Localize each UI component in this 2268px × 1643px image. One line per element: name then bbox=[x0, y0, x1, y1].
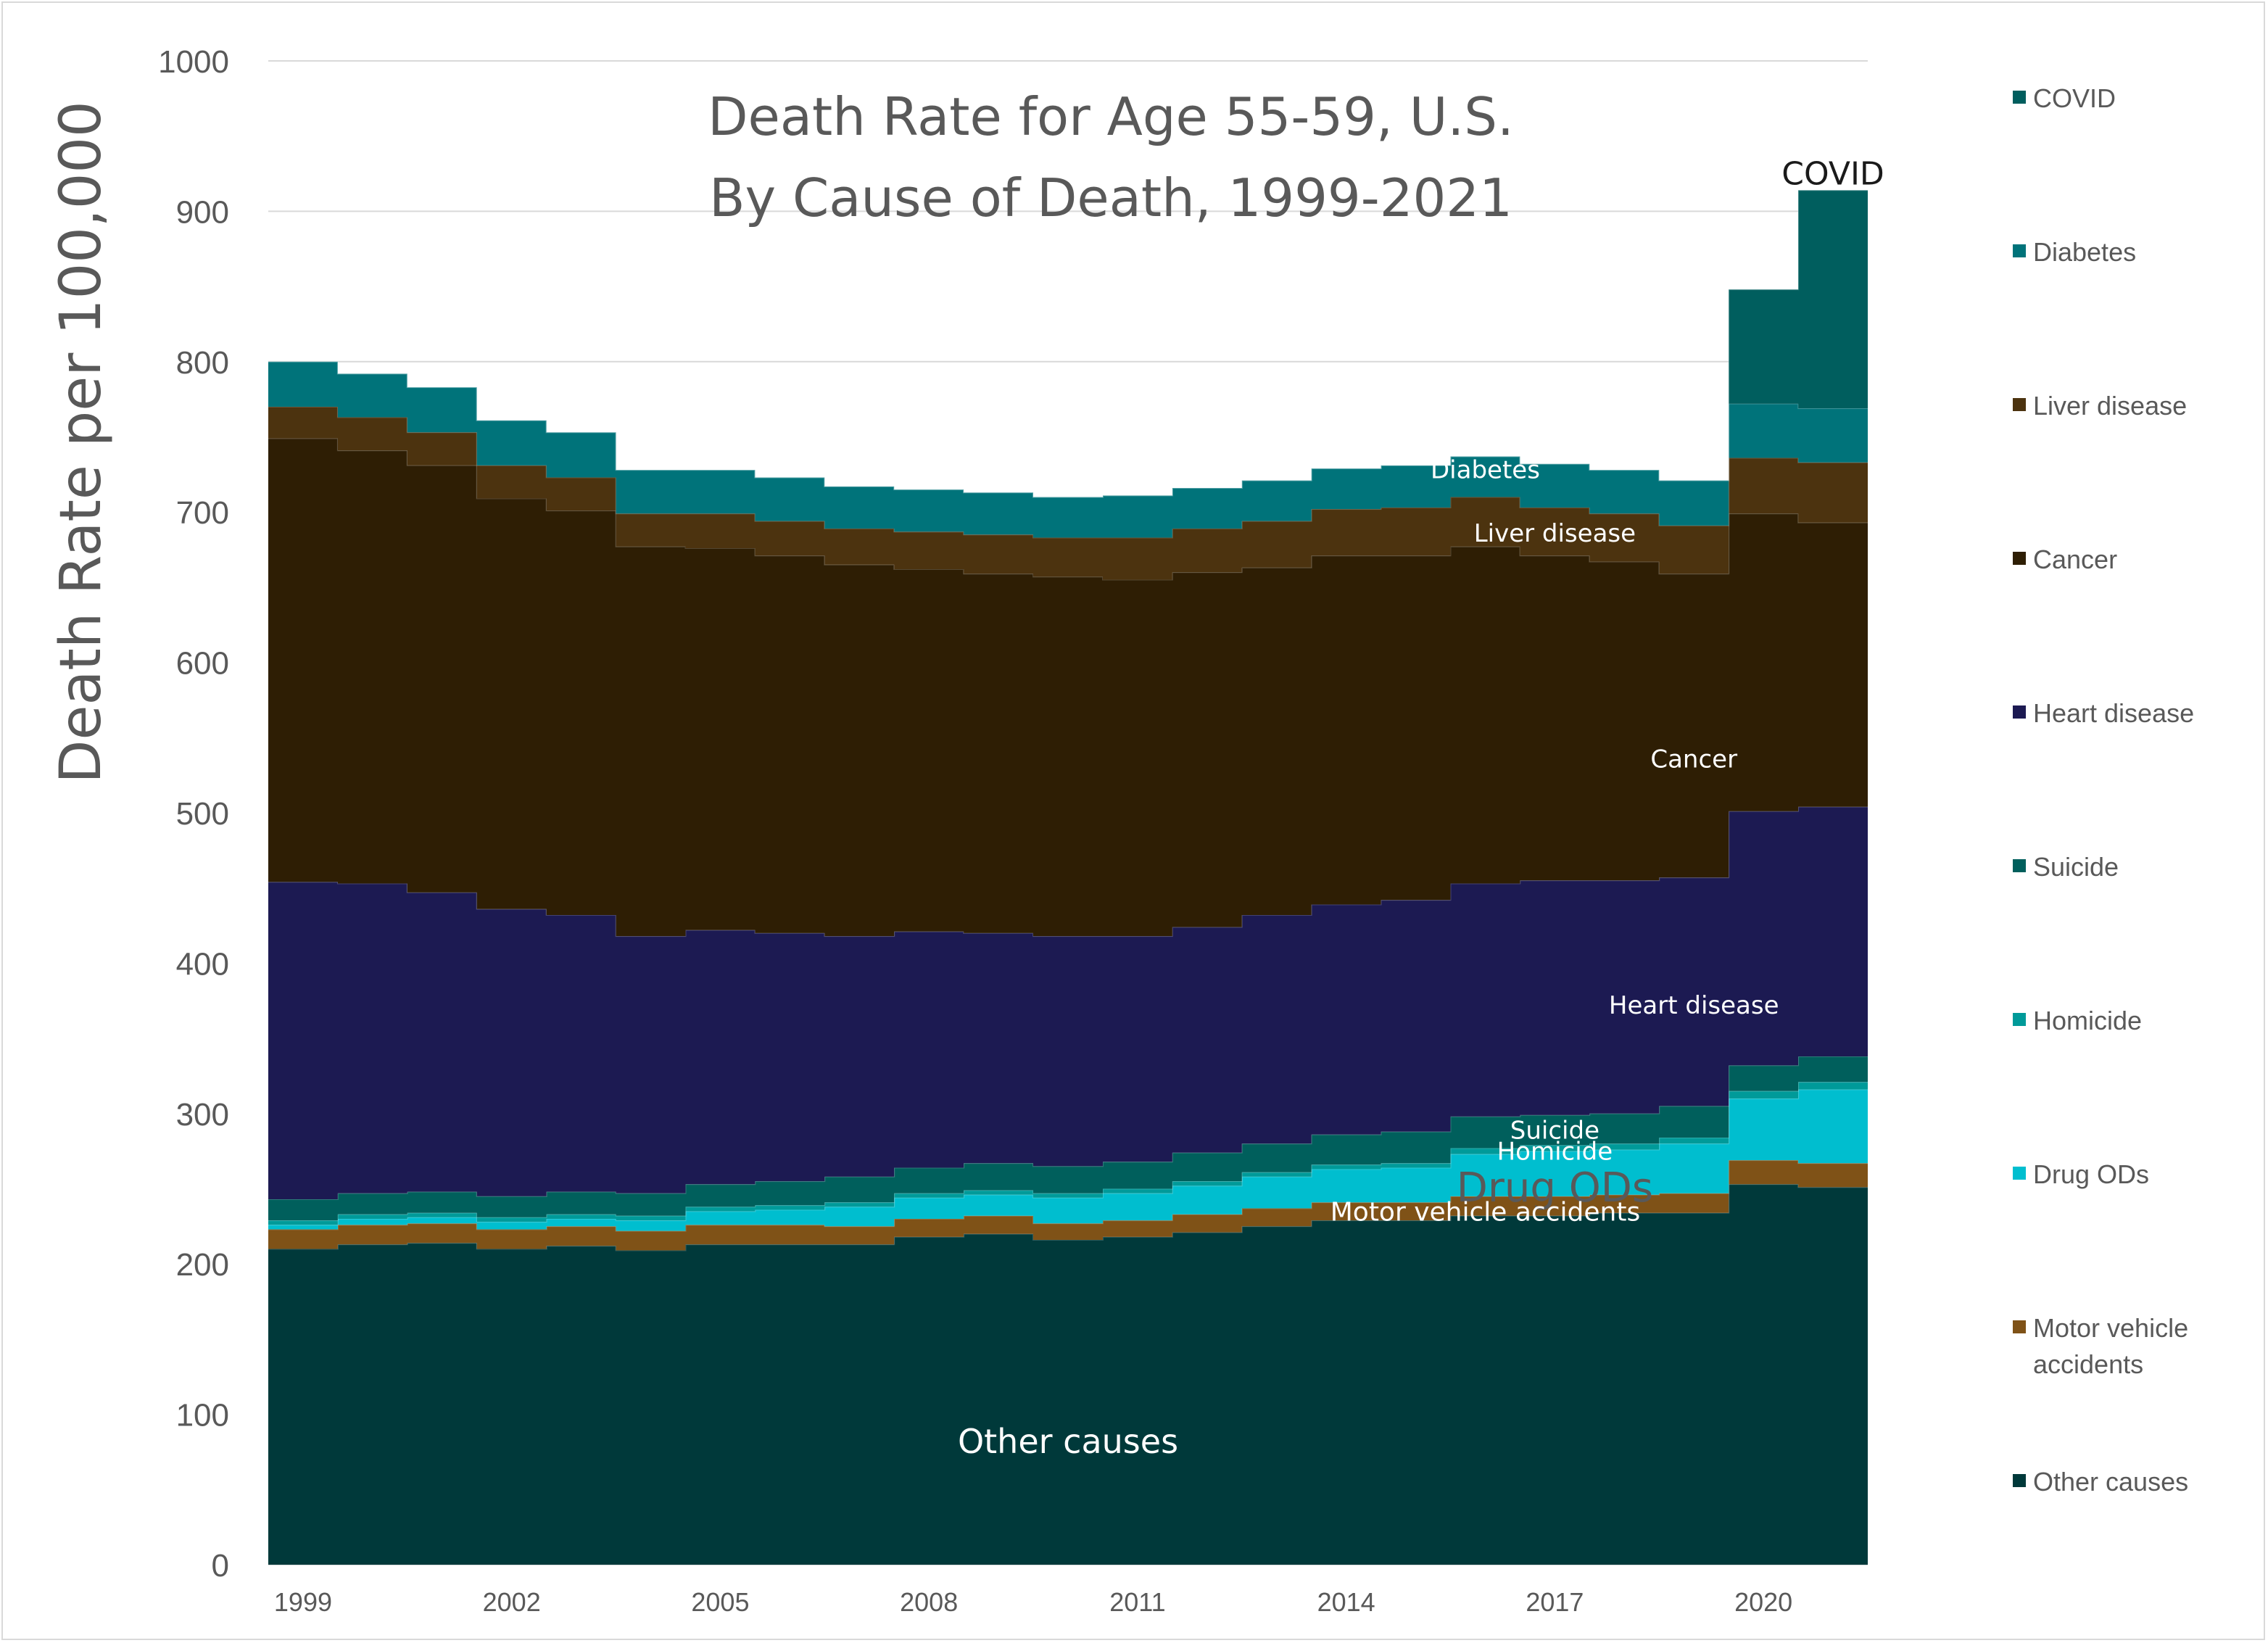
series-area-suicide bbox=[268, 1056, 1868, 1221]
legend-item-covid: COVID bbox=[2013, 83, 2116, 113]
area-annotations: COVID Diabetes Liver disease Cancer Heart di… bbox=[958, 155, 1884, 1461]
legend-swatch-heart-disease bbox=[2013, 705, 2026, 719]
y-tick-label-800: 800 bbox=[176, 345, 229, 381]
legend-swatch-homicide bbox=[2013, 1013, 2026, 1026]
series-area-liver-disease bbox=[268, 407, 1868, 580]
y-tick-label-200: 200 bbox=[176, 1247, 229, 1283]
series-area-cancer bbox=[268, 438, 1868, 937]
x-tick-label-2017: 2017 bbox=[1526, 1587, 1584, 1617]
series-area-homicide bbox=[268, 1082, 1868, 1225]
series-area-motor-vehicle-accidents bbox=[268, 1160, 1868, 1251]
y-tick-label-400: 400 bbox=[176, 946, 229, 982]
series-edge-diabetes bbox=[268, 360, 1868, 498]
legend-label-covid: COVID bbox=[2033, 83, 2116, 113]
annotation-drug-ods: Drug ODs bbox=[1457, 1164, 1653, 1212]
y-tick-label-700: 700 bbox=[176, 495, 229, 531]
legend-item-suicide: Suicide bbox=[2013, 852, 2119, 882]
annotation-diabetes: Diabetes bbox=[1431, 455, 1540, 484]
x-tick-label-2008: 2008 bbox=[900, 1587, 958, 1617]
legend-swatch-drug-ods bbox=[2013, 1167, 2026, 1180]
annotation-heart-disease: Heart disease bbox=[1609, 991, 1779, 1020]
legend-label-other-causes: Other causes bbox=[2033, 1467, 2188, 1497]
legend-item-motor-vehicle-accidents: Motor vehicle accidents bbox=[2013, 1313, 2188, 1379]
chart-title-line-1: Death Rate for Age 55-59, U.S. bbox=[708, 86, 1514, 147]
annotation-suicide: Suicide bbox=[1510, 1117, 1599, 1146]
x-tick-label-2020: 2020 bbox=[1734, 1587, 1792, 1617]
x-tick-label-2011: 2011 bbox=[1109, 1587, 1165, 1617]
y-tick-label-900: 900 bbox=[176, 194, 229, 230]
series-edge-covid bbox=[268, 189, 1868, 498]
legend-swatch-covid bbox=[2013, 91, 2026, 104]
x-tick-label-2002: 2002 bbox=[483, 1587, 541, 1617]
legend-label-suicide: Suicide bbox=[2033, 852, 2119, 882]
x-tick-label-1999: 1999 bbox=[274, 1587, 332, 1617]
legend-item-other-causes: Other causes bbox=[2013, 1467, 2188, 1497]
series-areas bbox=[268, 189, 1868, 1565]
x-axis-ticks: 1999 2002 2005 2008 2011 2014 2017 2020 bbox=[274, 1587, 1792, 1617]
legend-swatch-diabetes bbox=[2013, 244, 2026, 257]
x-tick-label-2014: 2014 bbox=[1317, 1587, 1375, 1617]
chart-title: Death Rate for Age 55-59, U.S. By Cause o… bbox=[708, 86, 1514, 228]
annotation-liver-disease: Liver disease bbox=[1474, 519, 1636, 548]
annotation-other-causes: Other causes bbox=[958, 1422, 1178, 1461]
y-tick-label-500: 500 bbox=[176, 796, 229, 832]
y-axis-label: Death Rate per 100,000 bbox=[49, 101, 114, 783]
legend-swatch-suicide bbox=[2013, 859, 2026, 872]
legend-item-homicide: Homicide bbox=[2013, 1006, 2142, 1035]
legend-label-homicide: Homicide bbox=[2033, 1006, 2142, 1035]
annotation-cancer: Cancer bbox=[1650, 745, 1737, 774]
legend-item-diabetes: Diabetes bbox=[2013, 237, 2136, 267]
legend-label-heart-disease: Heart disease bbox=[2033, 698, 2194, 728]
legend-label-liver-disease: Liver disease bbox=[2033, 391, 2187, 421]
y-tick-label-100: 100 bbox=[176, 1398, 229, 1433]
y-tick-label-600: 600 bbox=[176, 646, 229, 682]
legend-label-motor-vehicle-accidents-1: Motor vehicle bbox=[2033, 1313, 2188, 1343]
legend-swatch-liver-disease bbox=[2013, 398, 2026, 411]
series-area-diabetes bbox=[268, 361, 1868, 538]
legend-swatch-cancer bbox=[2013, 552, 2026, 565]
legend-swatch-motor-vehicle-accidents bbox=[2013, 1320, 2026, 1333]
legend-swatch-other-causes bbox=[2013, 1474, 2026, 1487]
legend-label-drug-ods: Drug ODs bbox=[2033, 1159, 2149, 1189]
y-tick-label-1000: 1000 bbox=[158, 44, 229, 80]
legend-label-cancer: Cancer bbox=[2033, 545, 2117, 574]
legend-item-drug-ods: Drug ODs bbox=[2013, 1159, 2149, 1189]
chart-title-line-2: By Cause of Death, 1999-2021 bbox=[709, 167, 1512, 228]
y-axis-ticks: 0 100 200 300 400 500 600 700 800 900 1000 bbox=[158, 44, 229, 1584]
series-area-other-causes bbox=[268, 1184, 1868, 1565]
series-area-drug-ods bbox=[268, 1089, 1868, 1231]
annotation-covid: COVID bbox=[1781, 155, 1884, 192]
y-tick-label-300: 300 bbox=[176, 1097, 229, 1133]
legend-item-cancer: Cancer bbox=[2013, 545, 2117, 574]
series-area-heart-disease bbox=[268, 806, 1868, 1199]
legend-label-diabetes: Diabetes bbox=[2033, 237, 2136, 267]
annotation-homicide: Homicide bbox=[1497, 1138, 1613, 1167]
annotation-motor-vehicle-accidents: Motor vehicle accidents bbox=[1330, 1197, 1640, 1227]
legend-item-heart-disease: Heart disease bbox=[2013, 698, 2194, 728]
legend: COVID Diabetes Liver disease Cancer Heart di… bbox=[2013, 83, 2194, 1497]
legend-label-motor-vehicle-accidents-2: accidents bbox=[2033, 1349, 2143, 1379]
y-tick-label-0: 0 bbox=[212, 1548, 229, 1584]
x-tick-label-2005: 2005 bbox=[691, 1587, 749, 1617]
legend-item-liver-disease: Liver disease bbox=[2013, 391, 2187, 421]
